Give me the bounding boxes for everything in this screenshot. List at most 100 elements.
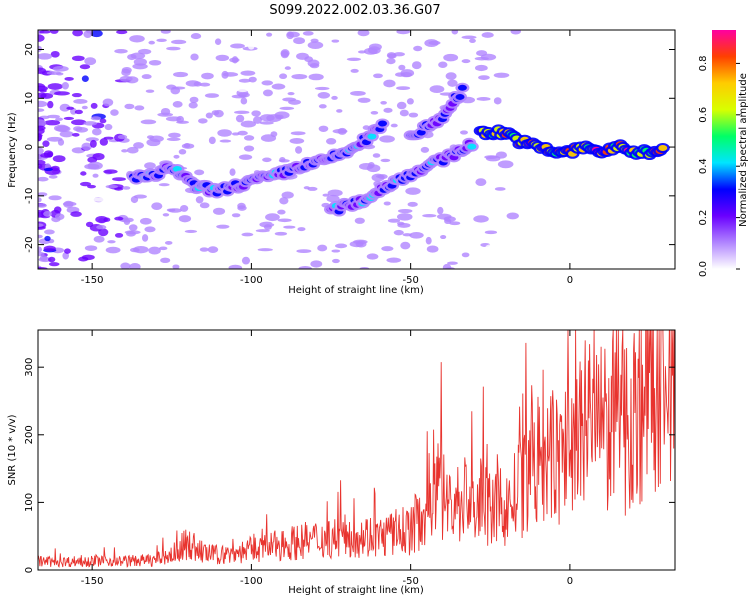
- noise-blob: [396, 30, 411, 35]
- noise-blob: [354, 217, 365, 224]
- noise-blob: [235, 84, 250, 93]
- noise-blob: [237, 202, 246, 210]
- noise-blob: [229, 168, 236, 176]
- noise-blob: [396, 101, 407, 110]
- noise-blob: [173, 154, 180, 159]
- noise-blob: [204, 93, 220, 98]
- x-tick-label: 0: [567, 576, 573, 587]
- noise-blob: [38, 223, 44, 228]
- noise-blob: [160, 257, 171, 264]
- noise-blob: [107, 240, 116, 244]
- noise-blob: [359, 266, 370, 269]
- noise-blob: [47, 100, 54, 109]
- snr-ticks: -150 -100 -50 0 0 100 200 300: [24, 330, 675, 587]
- noise-blob: [43, 167, 53, 172]
- noise-blob: [54, 91, 70, 96]
- noise-blob: [92, 128, 102, 136]
- noise-blob: [38, 147, 44, 155]
- noise-blob: [283, 225, 296, 229]
- colorbar-tick-label: 0.6: [698, 107, 709, 123]
- noise-blob: [383, 201, 391, 206]
- noise-blob: [443, 53, 459, 62]
- noise-blob: [284, 66, 291, 70]
- noise-blob: [64, 248, 71, 254]
- noise-blob: [476, 50, 488, 57]
- noise-blob: [38, 197, 42, 203]
- noise-blob: [52, 65, 69, 72]
- noise-blob: [122, 186, 131, 190]
- noise-blob: [438, 61, 448, 68]
- spectrogram-y-axis-label: Frequency (Hz): [7, 112, 18, 188]
- noise-blob: [346, 57, 362, 61]
- noise-blob: [71, 93, 82, 98]
- noise-blob: [103, 169, 118, 174]
- noise-blob: [73, 99, 88, 104]
- noise-blob: [193, 81, 202, 87]
- noise-blob: [63, 116, 75, 120]
- noise-blob: [103, 136, 114, 140]
- noise-blob: [325, 138, 337, 145]
- snr-series-line: [38, 330, 675, 568]
- noise-blob: [90, 139, 97, 148]
- snr-panel: -150 -100 -50 0 0 100 200 300 Height of straigh…: [7, 329, 676, 596]
- noise-blob: [234, 110, 250, 115]
- noise-blob: [141, 74, 152, 80]
- noise-blob: [171, 39, 187, 45]
- noise-blob: [112, 177, 126, 182]
- noise-blob: [172, 264, 180, 269]
- noise-blob: [381, 246, 394, 252]
- noise-blob: [307, 41, 324, 49]
- noise-blob: [263, 224, 272, 230]
- noise-blob: [217, 129, 232, 137]
- noise-blob: [119, 75, 133, 82]
- noise-blob: [280, 49, 290, 58]
- band-core: [467, 143, 477, 150]
- noise-blob: [274, 231, 288, 236]
- noise-blob: [213, 109, 224, 118]
- noise-blob: [353, 239, 368, 245]
- noise-blob: [335, 243, 348, 249]
- noise-blob: [279, 157, 286, 163]
- noise-blob: [309, 63, 320, 69]
- noise-blob: [375, 174, 384, 178]
- noise-blob: [314, 86, 330, 91]
- noise-blob: [405, 187, 421, 195]
- noise-blob: [494, 187, 506, 191]
- noise-blob: [160, 107, 171, 116]
- noise-blob: [396, 86, 411, 91]
- noise-blob: [386, 57, 396, 65]
- noise-blob: [248, 43, 255, 50]
- noise-blob: [42, 140, 50, 147]
- noise-blob: [114, 216, 124, 221]
- noise-blob: [66, 106, 75, 110]
- noise-blob: [44, 229, 55, 235]
- noise-blob: [183, 142, 191, 148]
- noise-blob: [447, 79, 458, 87]
- noise-blob: [38, 30, 51, 34]
- noise-blob: [92, 173, 99, 178]
- noise-blob: [279, 106, 295, 110]
- noise-blob: [166, 137, 181, 141]
- y-tick-label: 200: [24, 425, 35, 444]
- noise-blob: [176, 115, 185, 123]
- noise-blob: [53, 206, 62, 214]
- noise-blob: [231, 56, 239, 64]
- noise-blob: [81, 142, 93, 151]
- noise-blob: [262, 89, 273, 97]
- noise-blob: [383, 107, 393, 113]
- noise-blob: [302, 31, 314, 36]
- noise-blob: [99, 118, 107, 124]
- y-tick-label: 10: [24, 92, 35, 105]
- noise-blob: [48, 195, 62, 201]
- noise-blob: [296, 249, 312, 254]
- noise-blob: [146, 138, 161, 147]
- x-tick-label: -150: [81, 275, 104, 286]
- noise-blob: [310, 260, 323, 268]
- noise-blob: [188, 102, 198, 109]
- noise-blob: [235, 114, 245, 123]
- noise-blob: [50, 50, 60, 58]
- noise-blob: [419, 92, 431, 97]
- noise-blob: [38, 246, 43, 253]
